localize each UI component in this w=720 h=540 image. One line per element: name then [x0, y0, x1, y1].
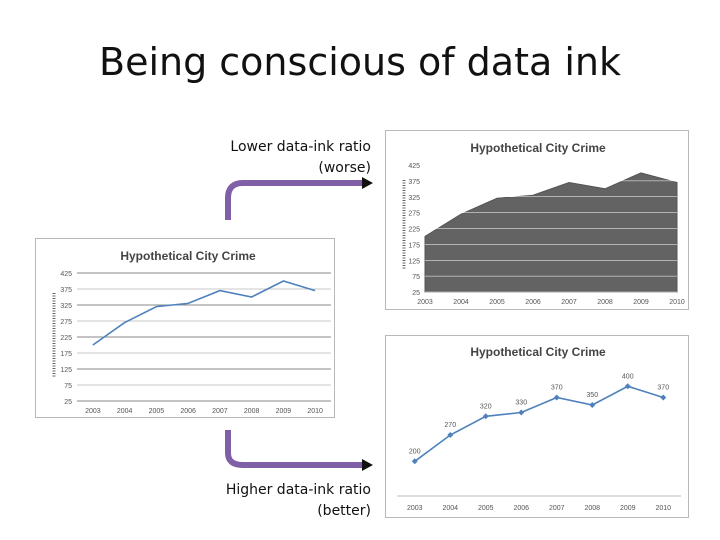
- data-point: [447, 432, 454, 438]
- data-point: [518, 409, 525, 416]
- y-tick-label: 225: [60, 335, 72, 342]
- x-tick-label: 2009: [620, 505, 636, 512]
- arrow-to-worse: [225, 177, 373, 220]
- x-tick-label: 2003: [85, 408, 101, 415]
- x-tick-label: 2003: [407, 505, 423, 512]
- chart-border: [35, 238, 335, 418]
- caption-higher-ratio: Higher data-ink ratio (better): [185, 480, 371, 522]
- x-tick-label: 2007: [212, 408, 228, 415]
- y-tick-label: 25: [412, 290, 420, 297]
- data-point: [553, 394, 560, 401]
- chart-left-line: Hypothetical City Crime 25 75 125 175 225 275…: [35, 238, 335, 418]
- x-tick-label: 2004: [442, 505, 458, 512]
- x-tick-label: 2007: [561, 299, 577, 306]
- y-tick-label: 25: [64, 399, 72, 406]
- y-tick-label: 325: [60, 303, 72, 310]
- chart-border: [385, 335, 689, 518]
- data-label: 370: [657, 385, 669, 392]
- y-tick-label: 75: [64, 383, 72, 390]
- data-label: 400: [622, 373, 634, 380]
- y-tick-label: 125: [408, 258, 420, 265]
- x-tick-label: 2005: [149, 408, 165, 415]
- data-point: [482, 413, 489, 420]
- chart-title: Hypothetical City Crime: [470, 141, 606, 155]
- data-point: [589, 402, 596, 408]
- caption-lower-line2: (worse): [318, 160, 371, 176]
- x-tick-label: 2006: [180, 408, 196, 415]
- chart-bottom-right-line: Hypothetical City Crime 200 270 320 330 370 3…: [385, 335, 689, 518]
- x-tick-label: 2005: [489, 299, 505, 306]
- series-line: [414, 385, 664, 462]
- data-label: 350: [586, 392, 598, 399]
- caption-lower-ratio: Lower data-ink ratio (worse): [185, 137, 371, 179]
- x-tick-label: 2006: [513, 505, 529, 512]
- chart-title: Hypothetical City Crime: [470, 345, 606, 359]
- y-tick-label: 125: [60, 367, 72, 374]
- y-tick-label: 275: [60, 319, 72, 326]
- arrow-to-better: [225, 430, 373, 471]
- caption-higher-line1: Higher data-ink ratio: [225, 482, 371, 498]
- x-tick-label: 2008: [597, 299, 613, 306]
- slide-title: Being conscious of data ink: [99, 40, 621, 84]
- y-tick-label: 275: [408, 211, 420, 218]
- x-tick-label: 2009: [633, 299, 649, 306]
- y-tick-label: 175: [408, 242, 420, 249]
- data-label: 320: [480, 403, 492, 410]
- chart-title: Hypothetical City Crime: [120, 249, 256, 263]
- chart-top-right-area: Hypothetical City Crime 25 75 125 175 225 275…: [385, 130, 689, 310]
- y-tick-label: 425: [60, 271, 72, 278]
- x-tick-label: 2008: [584, 505, 600, 512]
- area-series: [424, 172, 678, 293]
- x-tick-label: 2006: [525, 299, 541, 306]
- y-tick-label: 425: [408, 163, 420, 170]
- y-tick-label: 325: [408, 195, 420, 202]
- x-tick-label: 2010: [655, 505, 671, 512]
- x-tick-label: 2005: [478, 505, 494, 512]
- data-label: 330: [515, 400, 527, 407]
- x-tick-label: 2010: [669, 299, 685, 306]
- x-tick-label: 2004: [117, 408, 133, 415]
- caption-lower-line1: Lower data-ink ratio: [230, 139, 371, 155]
- x-tick-label: 2009: [276, 408, 292, 415]
- y-tick-label: 75: [412, 274, 420, 281]
- data-point: [624, 383, 631, 390]
- y-tick-label: 225: [408, 227, 420, 234]
- data-label: 370: [551, 385, 563, 392]
- data-point: [660, 394, 667, 401]
- data-label: 200: [409, 448, 421, 455]
- data-label: 270: [444, 422, 456, 429]
- x-tick-label: 2003: [417, 299, 433, 306]
- x-tick-label: 2004: [453, 299, 469, 306]
- x-tick-label: 2010: [307, 408, 323, 415]
- y-tick-label: 375: [408, 179, 420, 186]
- caption-higher-line2: (better): [317, 503, 371, 519]
- x-tick-label: 2008: [244, 408, 260, 415]
- y-tick-label: 375: [60, 287, 72, 294]
- x-tick-label: 2007: [549, 505, 565, 512]
- series-line: [92, 280, 316, 346]
- y-tick-label: 175: [60, 351, 72, 358]
- data-point: [411, 458, 418, 465]
